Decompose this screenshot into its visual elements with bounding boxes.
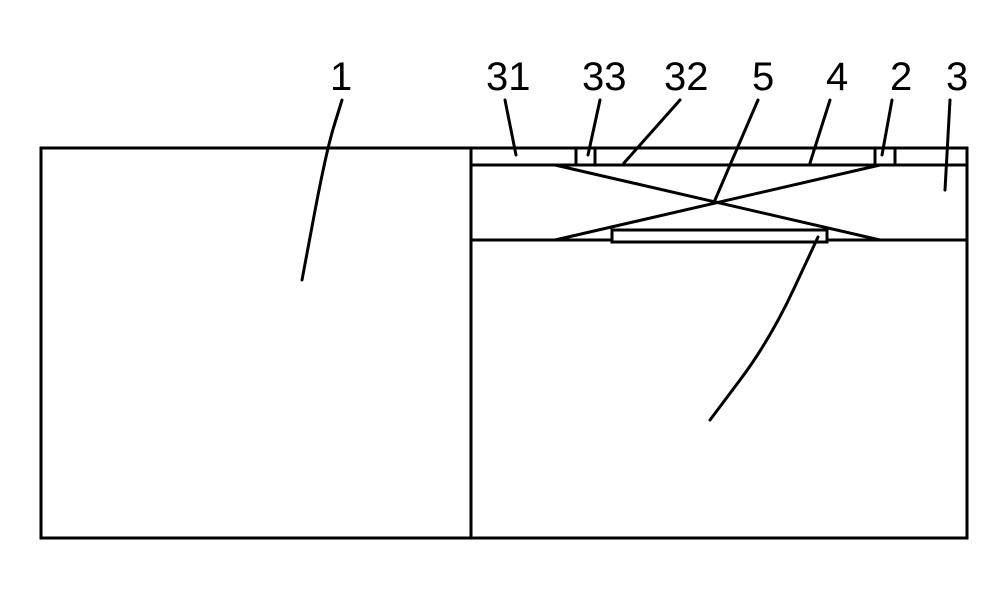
label-5: 5 [752, 55, 774, 99]
label-32: 32 [664, 55, 709, 99]
label-33: 33 [582, 55, 627, 99]
technical-diagram: 1 31 33 32 5 423 [0, 0, 1000, 605]
label-31: 31 [486, 55, 531, 99]
label-1: 1 [330, 55, 352, 99]
leader-32 [624, 100, 680, 163]
leader-4 [810, 100, 830, 163]
leader-3 [945, 100, 950, 190]
slider-bar [612, 230, 827, 242]
leader-slider-leader [710, 237, 818, 420]
label-4: 4 [826, 55, 848, 99]
leader-1 [302, 100, 342, 280]
label-2: 2 [890, 55, 912, 99]
outer-rect [41, 148, 967, 538]
label-3: 3 [946, 55, 968, 99]
leader-5 [715, 100, 758, 200]
